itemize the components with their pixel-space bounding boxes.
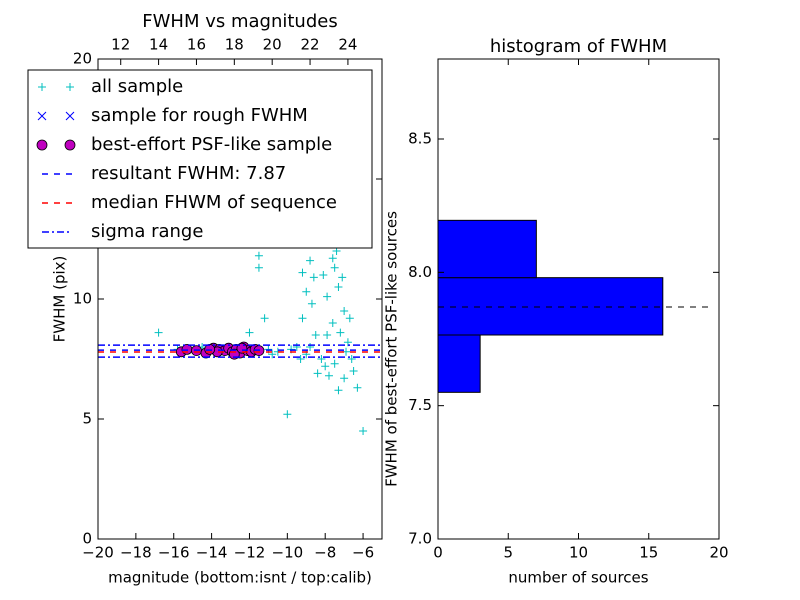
- marker-plus: [66, 83, 74, 91]
- x-tick-label: 5: [503, 544, 513, 562]
- marker-plus: [330, 359, 339, 368]
- marker-plus: [38, 83, 46, 91]
- legend-label: best-effort PSF-like sample: [91, 134, 332, 155]
- x-tick-label: −20: [82, 544, 114, 562]
- x-tick-label: 20: [709, 544, 728, 562]
- marker-plus: [283, 410, 292, 419]
- legend-label: resultant FWHM: 7.87: [91, 163, 286, 184]
- y-tick-label: 5: [82, 410, 92, 428]
- marker-plus: [309, 273, 318, 282]
- y-tick-label: 8.0: [408, 263, 432, 281]
- marker-plus: [254, 263, 263, 272]
- marker-plus: [254, 251, 263, 260]
- marker-plus: [347, 355, 356, 363]
- legend: all sample sample for rough FWHM best-effo…: [27, 69, 373, 249]
- marker-plus: [336, 328, 345, 337]
- x-axis-label: magnitude (bottom:isnt / top:calib): [108, 569, 372, 587]
- legend-label: sample for rough FWHM: [91, 105, 308, 126]
- marker-plus: [268, 350, 277, 359]
- marker-plus: [359, 427, 368, 435]
- marker-plus: [154, 328, 163, 337]
- y-axis-label: FWHM (pix): [51, 256, 69, 343]
- x-tick-label: 10: [569, 544, 588, 562]
- y-tick-label: 0: [82, 530, 92, 548]
- chart-title: FWHM vs magnitudes: [142, 11, 337, 32]
- marker-plus: [319, 271, 328, 279]
- histogram-bar: [437, 334, 481, 393]
- x2-tick-label: 24: [338, 36, 357, 54]
- x-tick-label: −8: [314, 544, 336, 562]
- legend-label: median FHWM of sequence: [91, 192, 337, 213]
- x-tick-label: −6: [352, 544, 374, 562]
- marker-plus: [298, 268, 307, 277]
- marker-plus: [328, 254, 337, 263]
- y-tick-label: 8.5: [408, 130, 432, 148]
- marker-plus: [245, 328, 254, 337]
- x2-tick-label: 20: [263, 36, 282, 54]
- x-tick-label: 15: [639, 544, 658, 562]
- x2-tick-label: 16: [187, 36, 206, 54]
- x-axis-label: number of sources: [508, 569, 648, 587]
- marker-plus: [317, 355, 326, 363]
- y-axis-label: FWHM of best-effort PSF-like sources: [383, 211, 401, 487]
- marker-plus: [298, 314, 307, 323]
- marker-plus: [306, 256, 315, 265]
- x-tick-label: −12: [234, 544, 266, 562]
- marker-circle: [64, 139, 76, 151]
- marker-plus: [334, 283, 343, 291]
- marker-plus: [349, 367, 358, 375]
- marker-plus: [328, 319, 337, 327]
- x-tick-label: −14: [196, 544, 228, 562]
- y-tick-label: 7.0: [408, 530, 432, 548]
- x2-tick-label: 22: [301, 36, 320, 54]
- marker-plus: [321, 362, 330, 371]
- legend-box: [27, 69, 373, 249]
- x-tick-label: −18: [120, 544, 152, 562]
- marker-plus: [340, 307, 349, 315]
- legend-label: sigma range: [91, 221, 203, 242]
- histogram-bar: [437, 219, 537, 279]
- marker-x: [37, 111, 47, 121]
- marker-plus: [260, 314, 269, 323]
- marker-plus: [313, 369, 322, 378]
- chart-title: histogram of FWHM: [490, 36, 667, 57]
- x-tick-label: 0: [433, 544, 443, 562]
- x-tick-label: −16: [158, 544, 190, 562]
- marker-plus: [323, 292, 332, 301]
- marker-x: [65, 111, 75, 121]
- marker-plus: [330, 263, 339, 272]
- marker-plus: [343, 338, 352, 347]
- marker-plus: [311, 331, 320, 339]
- marker-plus: [340, 374, 349, 383]
- marker-plus: [334, 386, 343, 395]
- marker-plus: [324, 371, 333, 380]
- marker-plus: [296, 355, 305, 363]
- y-tick-label: 7.5: [408, 396, 432, 414]
- y-tick-label: 20: [73, 50, 92, 68]
- x-tick-label: −10: [272, 544, 304, 562]
- y-tick-label: 10: [73, 290, 92, 308]
- marker-circle: [36, 139, 48, 151]
- x2-tick-label: 12: [111, 36, 130, 54]
- marker-plus: [338, 273, 347, 282]
- marker-plus: [323, 331, 332, 339]
- marker-plus: [345, 314, 354, 323]
- legend-label: all sample: [91, 76, 183, 97]
- marker-plus: [353, 383, 362, 392]
- x2-tick-label: 14: [149, 36, 168, 54]
- x2-tick-label: 18: [225, 36, 244, 54]
- marker-plus: [302, 287, 311, 296]
- histogram-bar: [437, 277, 664, 336]
- marker-plus: [307, 299, 316, 308]
